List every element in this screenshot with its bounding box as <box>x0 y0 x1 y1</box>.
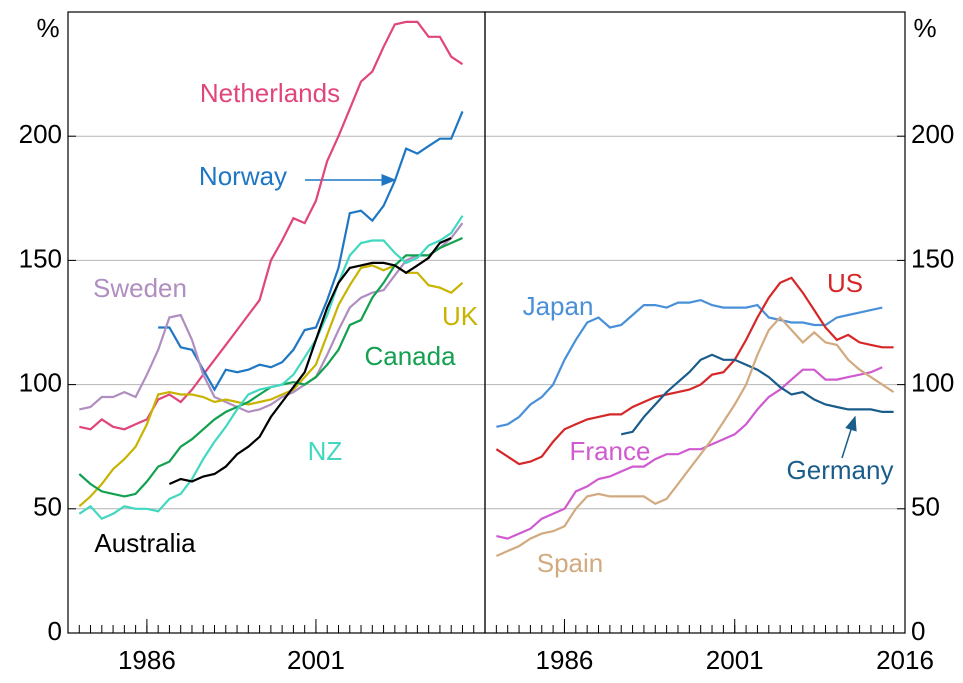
series-label: France <box>570 436 651 466</box>
y-axis-label: % <box>36 13 59 43</box>
series-label: Australia <box>94 528 196 558</box>
series-line <box>158 110 464 392</box>
x-tick-label: 2016 <box>876 645 934 675</box>
y-tick-label: 50 <box>911 492 940 522</box>
y-tick-label: 0 <box>48 616 62 646</box>
series-line <box>495 315 895 558</box>
series-line <box>620 353 894 436</box>
series-line <box>495 276 894 466</box>
x-tick-label: 1986 <box>118 645 176 675</box>
series-label: UK <box>442 301 479 331</box>
y-axis-label: % <box>913 13 936 43</box>
x-tick-label: 1986 <box>536 645 594 675</box>
series-label: Netherlands <box>200 78 340 108</box>
germany-arrow <box>841 415 857 459</box>
series-line <box>496 298 883 428</box>
panel-frame <box>484 11 906 634</box>
series-label: Norway <box>199 161 287 191</box>
x-tick-label: 2001 <box>287 645 345 675</box>
series-label: Canada <box>364 341 456 371</box>
y-tick-label: 200 <box>19 119 62 149</box>
series-label: Sweden <box>93 273 187 303</box>
y-tick-label: 150 <box>19 243 62 273</box>
series-line <box>168 236 452 486</box>
series-label: Germany <box>787 455 894 485</box>
series-label: NZ <box>308 436 343 466</box>
series-label: Spain <box>537 548 604 578</box>
y-tick-label: 200 <box>911 119 954 149</box>
series-line <box>79 222 464 414</box>
y-tick-label: 0 <box>911 616 925 646</box>
x-tick-label: 2001 <box>706 645 764 675</box>
series-line <box>496 366 883 540</box>
series-line <box>79 20 464 431</box>
y-tick-label: 100 <box>19 367 62 397</box>
y-tick-label: 50 <box>33 492 62 522</box>
series-label: US <box>827 268 863 298</box>
y-tick-label: 150 <box>911 243 954 273</box>
y-tick-label: 100 <box>911 367 954 397</box>
series-line <box>78 215 464 521</box>
series-label: Japan <box>523 291 594 321</box>
